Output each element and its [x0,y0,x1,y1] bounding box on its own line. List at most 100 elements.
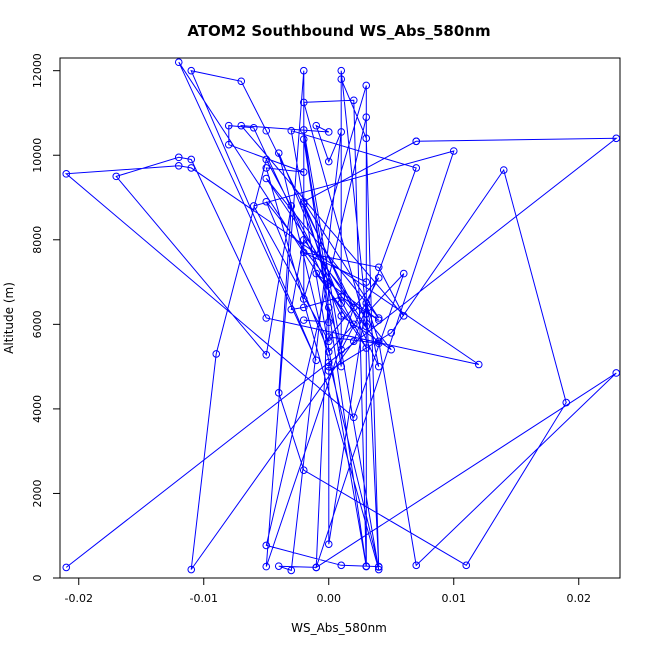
data-point [299,466,308,474]
data-point [262,155,271,164]
data-point [287,566,296,575]
data-point [374,562,383,571]
data-point [349,303,358,312]
data-point [62,170,71,178]
data-point [324,362,333,371]
x-axis: -0.02 -0.01 0.00 0.01 0.02 [65,577,592,605]
y-tick-label: 10000 [31,138,44,173]
data-point [324,358,333,367]
data-point [174,153,183,162]
x-tick-label: -0.01 [190,592,218,605]
data-point [299,126,308,134]
data-point [312,563,321,572]
data-point [362,344,371,352]
data-point [174,58,183,67]
data-point [287,202,296,210]
data-point [62,563,71,572]
data-point [312,121,321,130]
y-axis: 0 2000 4000 6000 8000 10000 12000 [31,53,61,582]
series-line [64,61,618,572]
data-point [224,121,233,130]
data-point [299,98,308,107]
data-point [262,164,271,172]
data-point [362,113,371,121]
data-point [262,126,271,135]
data-point [274,389,283,397]
data-point [324,303,333,312]
data-point [612,134,621,143]
y-axis-label: Altitude (m) [2,282,16,354]
x-tick-label: 0.00 [317,592,342,605]
y-tick-label: 12000 [31,53,44,88]
series-points-group [62,58,621,575]
data-point [262,350,271,359]
data-point [337,362,346,371]
data-point [337,75,346,83]
data-point [462,561,471,570]
data-point [187,155,196,164]
data-point [562,398,571,407]
data-point [299,235,308,244]
data-point [187,66,196,75]
y-tick-label: 8000 [31,226,44,254]
x-tick-label: 0.01 [442,592,467,605]
y-tick-label: 4000 [31,395,44,423]
data-point [337,561,346,570]
data-point [349,320,358,329]
data-point [262,174,271,183]
data-point [374,274,383,282]
data-point [312,356,321,365]
data-point [324,540,333,548]
data-point [212,350,221,358]
data-point [337,345,346,354]
data-point [449,147,458,155]
data-point [324,157,333,166]
data-point [362,322,371,331]
x-tick-label: 0.02 [567,592,592,605]
data-point [324,367,333,375]
data-point [274,562,283,570]
x-tick-label: -0.02 [65,592,93,605]
data-point [362,81,371,90]
data-point [349,337,358,346]
data-point [337,128,346,136]
data-point [337,66,346,75]
data-point [262,541,271,550]
data-point [299,303,308,312]
y-tick-label: 0 [31,575,44,582]
data-point [249,202,258,210]
data-point [362,309,371,318]
data-point [499,166,508,174]
data-point [262,314,271,322]
data-point [374,339,383,348]
data-point [299,200,308,208]
data-point [249,123,258,132]
data-point [324,128,333,136]
data-point [349,413,358,422]
data-point [349,96,358,105]
data-point [299,197,308,206]
data-point [337,293,346,301]
data-point [412,137,421,146]
data-point [299,66,308,75]
data-point [362,278,371,286]
data-point [387,328,396,337]
x-axis-label: WS_Abs_580nm [291,621,387,635]
data-point [237,121,246,130]
data-point [374,314,383,322]
data-point [362,299,371,308]
data-point [399,312,408,320]
data-point [237,77,246,86]
data-point [262,562,271,571]
y-tick-label: 2000 [31,479,44,507]
series-line-group [64,61,618,572]
data-point [337,312,346,320]
data-point [299,248,308,257]
data-point [224,140,233,149]
data-point [387,345,396,354]
data-point [187,565,196,574]
data-point [362,562,371,570]
data-point [412,561,421,570]
data-point [374,263,383,272]
